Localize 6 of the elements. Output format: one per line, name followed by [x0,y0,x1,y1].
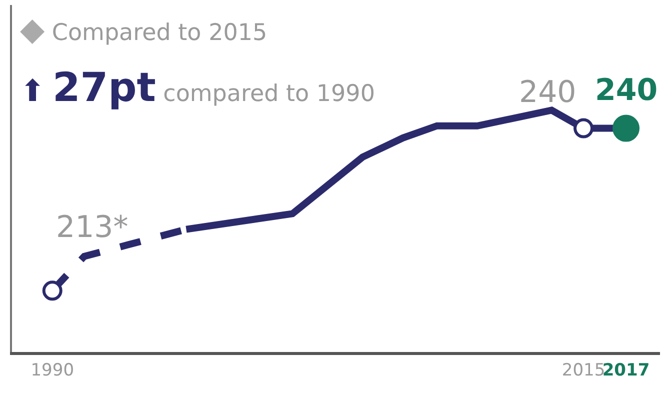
annotation: ◆ Compared to 2015 [20,10,268,48]
data-label: 213* [56,210,128,245]
data-label: 240 [595,73,658,108]
data-label: 240 [519,75,576,110]
annotation: ⬆ 27pt compared to 1990 [20,65,375,111]
x-tick-label: 1990 [30,360,74,380]
